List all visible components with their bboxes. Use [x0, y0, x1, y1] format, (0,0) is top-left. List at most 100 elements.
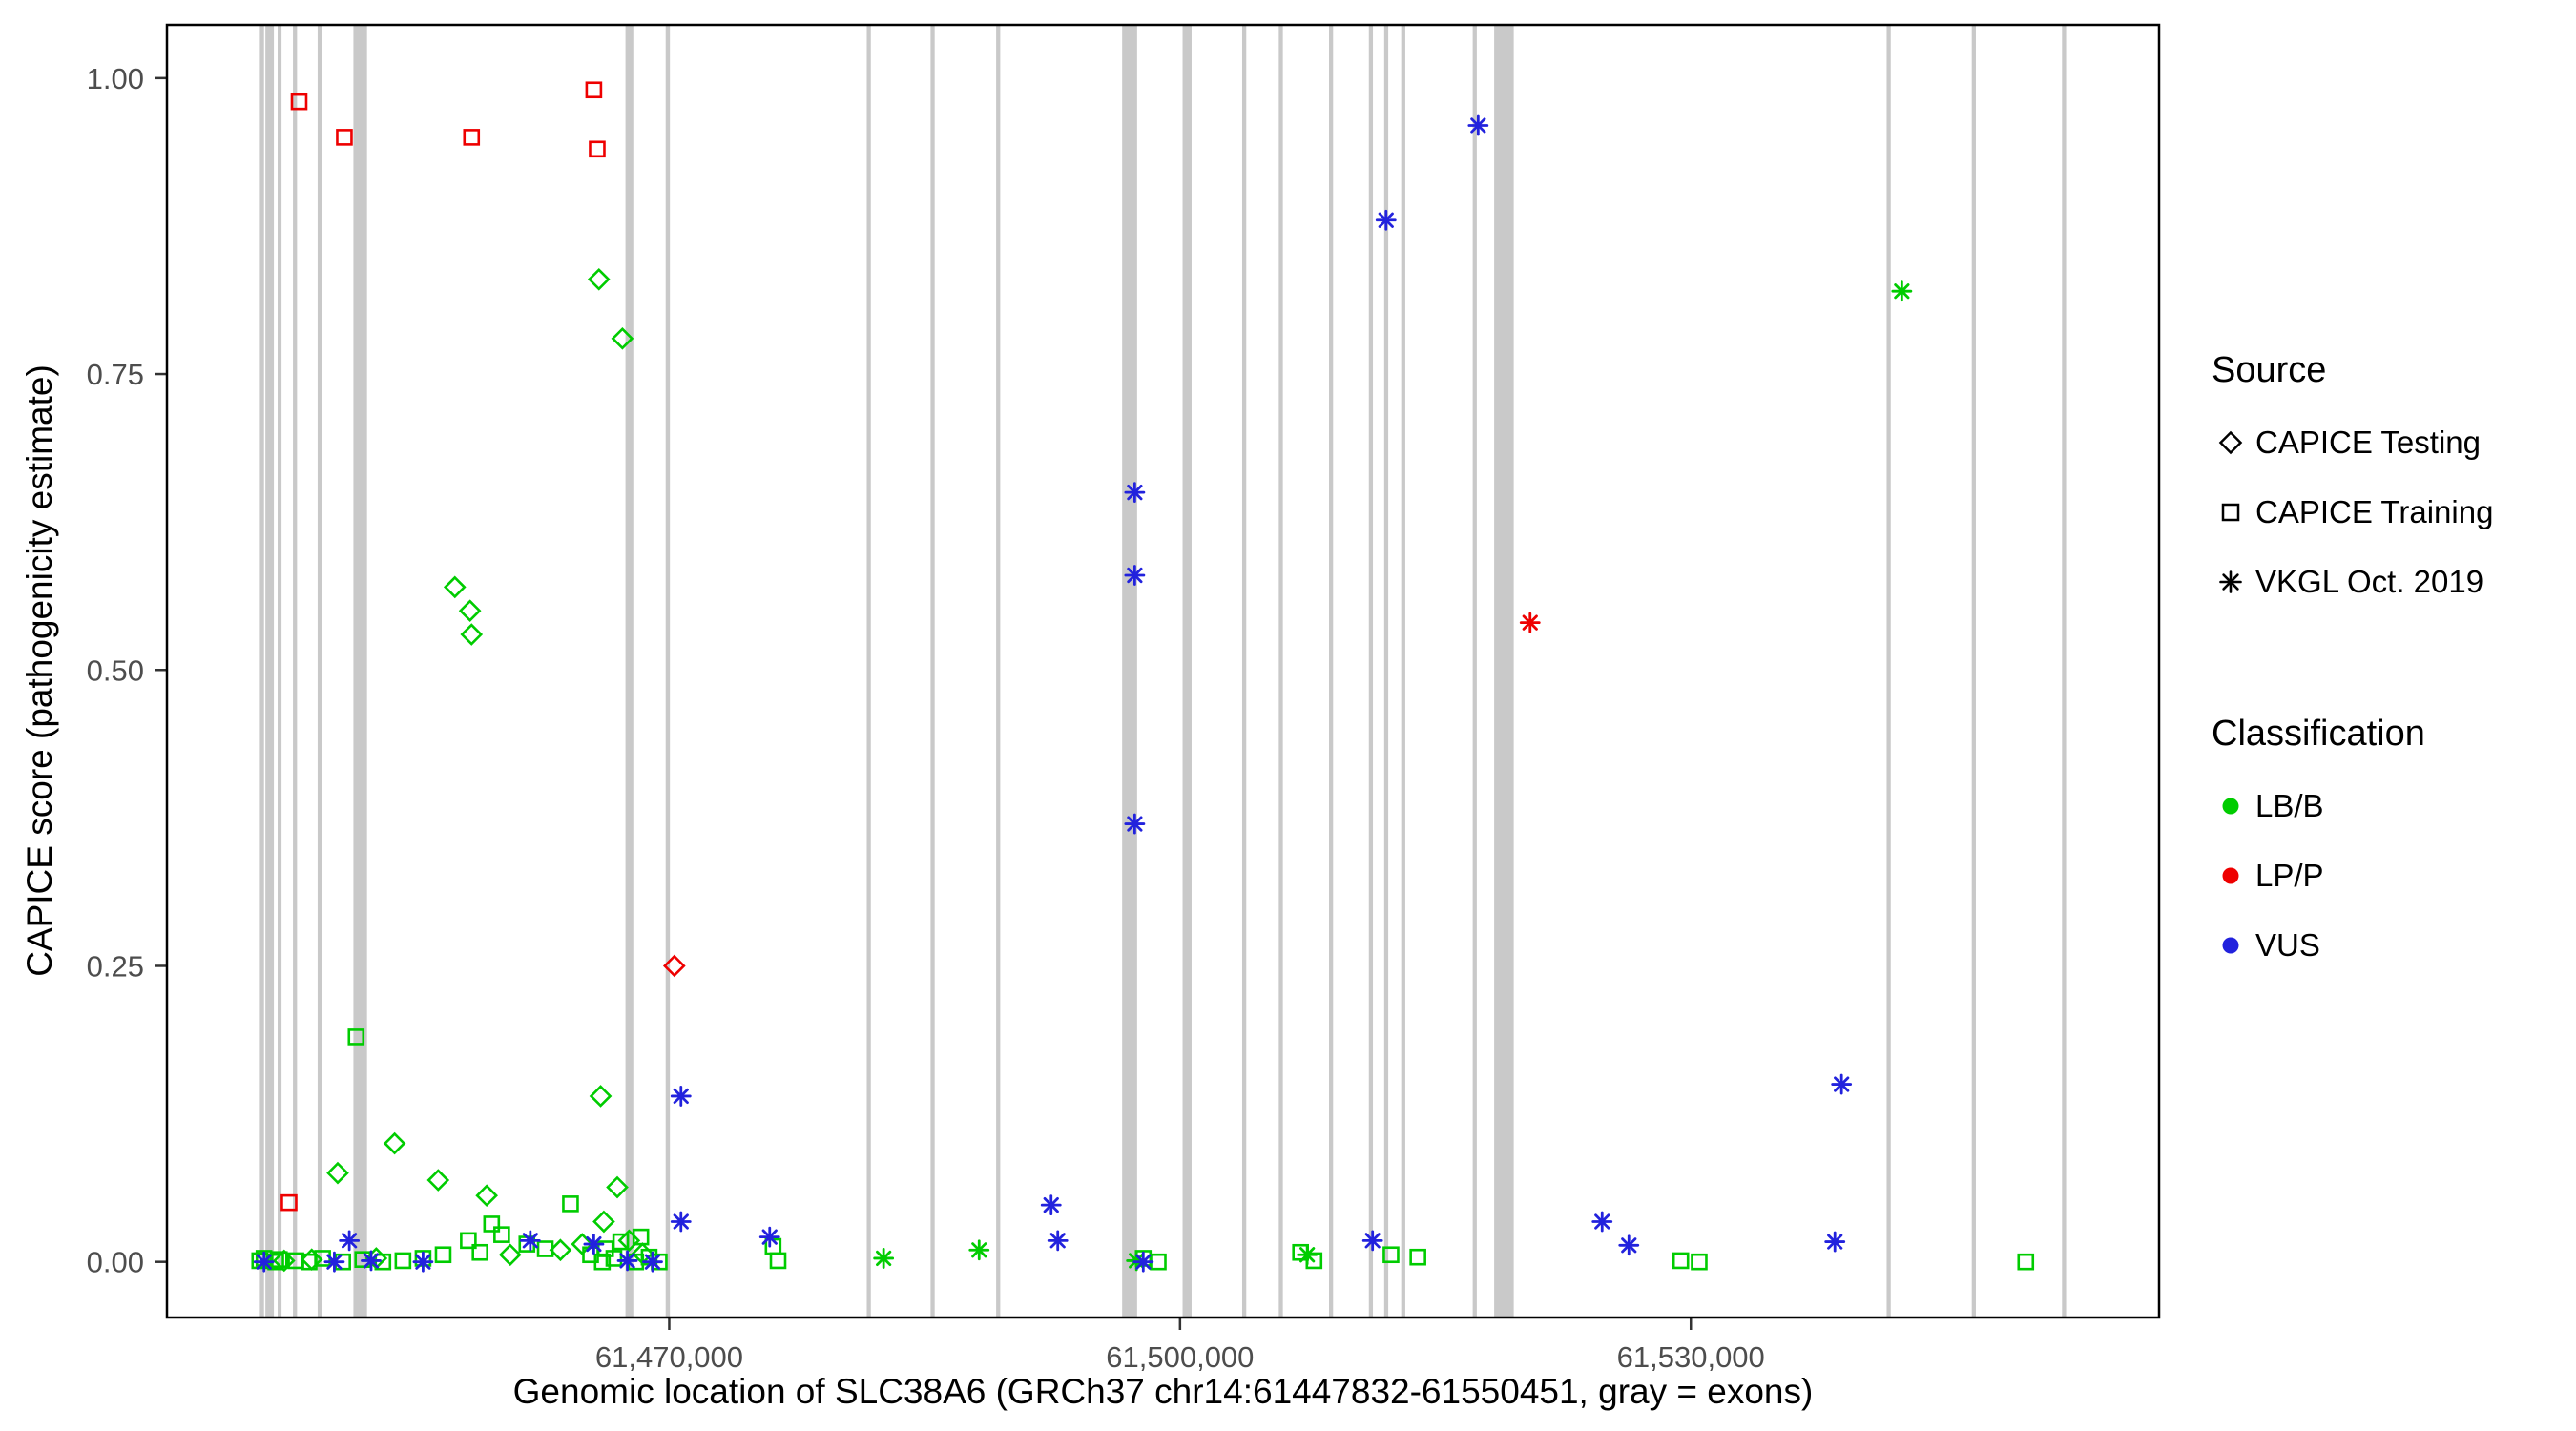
- data-point-asterisk: [1834, 1076, 1850, 1092]
- exon-bar: [665, 25, 671, 1317]
- exon-bar: [625, 25, 634, 1317]
- data-point-square: [1409, 1248, 1426, 1266]
- legend-item-lb-b: LB/B: [2212, 771, 2565, 840]
- data-point-asterisk: [1594, 1213, 1610, 1230]
- data-point-diamond: [426, 1169, 450, 1192]
- y-tick-label: 0.75: [87, 358, 144, 391]
- data-point-square: [290, 93, 308, 111]
- exon-bar: [259, 25, 264, 1317]
- data-point-square: [589, 140, 606, 158]
- data-point-asterisk: [1378, 212, 1394, 228]
- data-point-diamond: [587, 267, 611, 291]
- exon-bar: [930, 25, 935, 1317]
- legend-item-label: CAPICE Training: [2255, 494, 2494, 530]
- data-point-diamond: [498, 1243, 522, 1267]
- x-tick-label: 61,530,000: [1617, 1340, 1765, 1374]
- data-point-square: [562, 1195, 579, 1213]
- exon-bar: [2062, 25, 2067, 1317]
- data-point-square: [280, 1193, 298, 1212]
- data-point-asterisk: [1049, 1233, 1066, 1249]
- data-point-square: [2017, 1253, 2035, 1271]
- y-tick-label: 0.00: [87, 1246, 144, 1279]
- color-dot-icon: [2212, 857, 2255, 895]
- data-point-diamond: [326, 1161, 349, 1185]
- data-point-square: [460, 1232, 477, 1250]
- data-point-asterisk: [342, 1233, 358, 1249]
- y-tick-label: 0.50: [87, 653, 144, 687]
- data-point-asterisk: [363, 1253, 380, 1269]
- legend-item-capice-training: CAPICE Training: [2212, 478, 2565, 548]
- exon-bar: [1329, 25, 1334, 1317]
- data-point-asterisk: [971, 1242, 987, 1258]
- data-point-asterisk: [876, 1250, 892, 1267]
- exon-bar: [1971, 25, 1976, 1317]
- data-point-asterisk: [1135, 1254, 1152, 1270]
- data-point-square: [585, 81, 603, 99]
- legend-item-label: VKGL Oct. 2019: [2255, 564, 2484, 600]
- data-point-diamond: [662, 954, 686, 978]
- legend-item-capice-testing: CAPICE Testing: [2212, 408, 2565, 478]
- diamond-icon: [2212, 424, 2255, 462]
- data-point-asterisk: [1364, 1233, 1381, 1249]
- data-point-asterisk: [1299, 1247, 1316, 1263]
- legend-classification-items: LB/B LP/P VUS: [2212, 771, 2565, 980]
- data-point-square: [270, 1251, 288, 1268]
- data-point-asterisk: [256, 1254, 272, 1270]
- data-point-diamond: [611, 326, 634, 350]
- exon-bar: [317, 25, 322, 1317]
- data-point-asterisk: [1894, 283, 1910, 300]
- legend-item-label: LB/B: [2255, 787, 2324, 823]
- exon-bar: [265, 25, 275, 1317]
- data-point-square: [471, 1243, 488, 1261]
- legend-item-lp-p: LP/P: [2212, 840, 2565, 910]
- legend: Source CAPICE Testing CAPICE Training VKGL…: [2212, 349, 2565, 980]
- square-icon: [2212, 493, 2255, 531]
- data-point-square: [347, 1028, 365, 1046]
- exon-bar: [1494, 25, 1514, 1317]
- y-tick-label: 1.00: [87, 62, 144, 95]
- data-point-asterisk: [1043, 1197, 1059, 1213]
- exon-bar: [1278, 25, 1283, 1317]
- x-axis-title: Genomic location of SLC38A6 (GRCh37 chr1…: [512, 1372, 1814, 1411]
- data-point-square: [1672, 1252, 1690, 1270]
- exon-bar: [353, 25, 367, 1317]
- data-point-diamond: [443, 575, 467, 599]
- exon-bar: [1472, 25, 1477, 1317]
- legend-source-title: Source: [2212, 350, 2327, 390]
- data-point-diamond: [549, 1238, 572, 1262]
- exon-bar: [1122, 25, 1137, 1317]
- legend-item-vus: VUS: [2212, 910, 2565, 980]
- data-point-diamond: [460, 623, 484, 646]
- panel-border: [165, 23, 2161, 1319]
- data-point-asterisk: [761, 1229, 778, 1245]
- data-point-asterisk: [1522, 614, 1538, 631]
- data-point-square: [493, 1226, 510, 1243]
- legend-item-label: VUS: [2255, 926, 2320, 963]
- data-point-asterisk: [586, 1235, 602, 1253]
- exon-bar: [1368, 25, 1374, 1317]
- data-point-asterisk: [1470, 117, 1486, 134]
- data-point-square: [632, 1228, 650, 1246]
- y-axis-title: CAPICE score (pathogenicity estimate): [20, 364, 59, 977]
- data-point-square: [1382, 1246, 1400, 1264]
- exon-bar: [293, 25, 298, 1317]
- data-point-square: [536, 1240, 554, 1257]
- exon-bar: [1886, 25, 1891, 1317]
- legend-item-vkgl-oct-2019: VKGL Oct. 2019: [2212, 548, 2565, 617]
- data-point-asterisk: [522, 1233, 538, 1249]
- data-point-square: [336, 129, 353, 146]
- data-point-square: [434, 1246, 452, 1264]
- data-point-asterisk: [1827, 1234, 1843, 1250]
- data-point-square: [287, 1252, 304, 1270]
- data-point-asterisk: [619, 1253, 635, 1269]
- asterisk-icon: [2212, 563, 2255, 601]
- exon-bar: [866, 25, 871, 1317]
- data-point-square: [1691, 1253, 1708, 1271]
- exon-bar: [996, 25, 1001, 1317]
- exon-bar: [1383, 25, 1389, 1317]
- color-dot-icon: [2212, 926, 2255, 964]
- data-point-diamond: [458, 599, 482, 623]
- data-point-diamond: [589, 1085, 613, 1108]
